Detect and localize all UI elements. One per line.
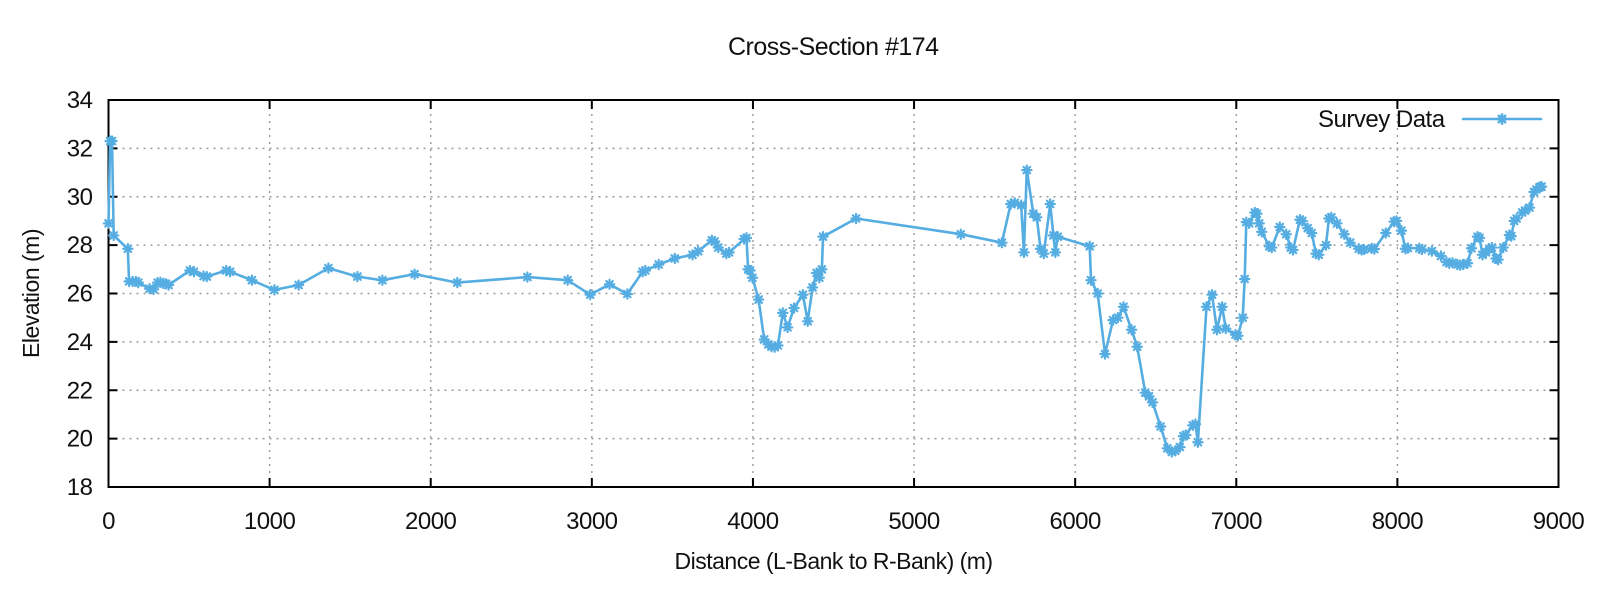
x-tick-label: 5000	[888, 508, 940, 535]
y-tick-label: 34	[67, 87, 93, 114]
x-tick-label: 3000	[566, 508, 618, 535]
x-axis-label: Distance (L-Bank to R-Bank) (m)	[674, 548, 994, 574]
tick-labels: 0 1000 2000 3000 4000 5000 6000 7000 8000 9000 18 2…	[67, 87, 1585, 535]
y-tick-label: 18	[67, 474, 93, 501]
legend-sample	[1461, 113, 1543, 125]
x-tick-label: 1000	[244, 508, 296, 535]
axis-ticks	[107, 99, 1560, 488]
chart-title: Cross-Section #174	[728, 33, 939, 61]
y-tick-label: 22	[67, 377, 93, 404]
x-tick-label: 6000	[1049, 508, 1101, 535]
y-axis-label: Elevation (m)	[18, 229, 44, 358]
legend-label: Survey Data	[1318, 106, 1445, 133]
x-tick-label: 7000	[1211, 508, 1263, 535]
y-tick-label: 20	[67, 426, 93, 453]
x-tick-label: 9000	[1533, 508, 1585, 535]
x-tick-label: 0	[102, 508, 115, 535]
y-tick-label: 32	[67, 135, 93, 162]
y-tick-label: 30	[67, 184, 93, 211]
survey-data-markers	[102, 135, 1548, 458]
x-tick-label: 2000	[405, 508, 457, 535]
grid-lines	[107, 99, 1560, 488]
y-tick-label: 26	[67, 281, 93, 308]
survey-data-line	[107, 139, 1543, 454]
y-tick-label: 28	[67, 232, 93, 259]
y-tick-label: 24	[67, 329, 93, 356]
x-tick-label: 8000	[1372, 508, 1424, 535]
x-tick-label: 4000	[727, 508, 779, 535]
